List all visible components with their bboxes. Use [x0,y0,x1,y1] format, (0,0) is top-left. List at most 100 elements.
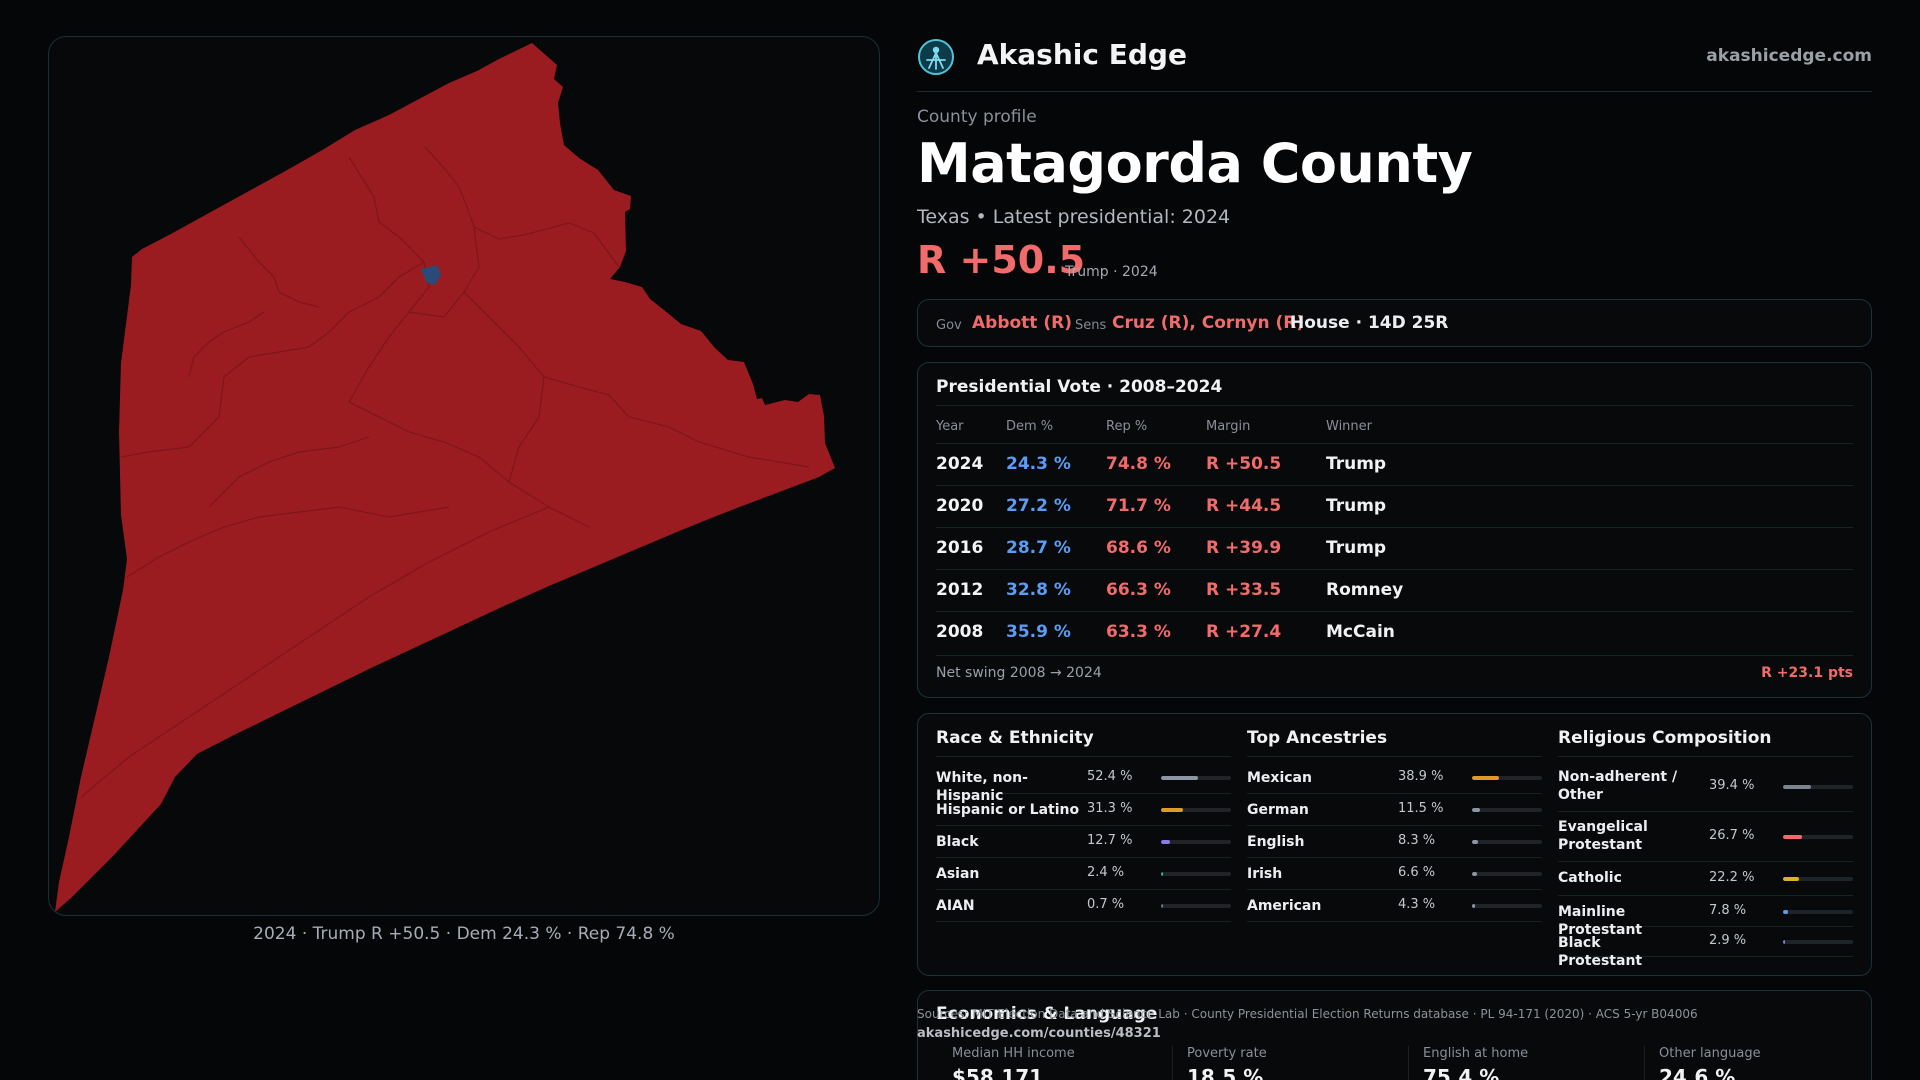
brand-name[interactable]: Akashic Edge [977,38,1187,71]
demographic-bar-fill [1783,835,1802,839]
demographic-percent: 6.6 % [1398,865,1436,880]
winner-cell: Trump [1326,442,1853,485]
stat-label: Median HH income [952,1046,1075,1061]
demographic-name: American [1247,898,1322,914]
senators-value: Cruz (R), Cornyn (R) [1112,313,1305,333]
demographic-name: Catholic [1558,870,1622,886]
brand-url-link[interactable]: akashicedge.com [1706,46,1872,66]
demographic-row: White, non-Hispanic 52.4 % [936,762,1231,804]
stat-english-at-home: English at home 75.4 % [1408,1046,1628,1080]
demographic-bar-fill [1161,776,1198,780]
dem-pct-cell: 27.2 % [1006,484,1106,527]
winner-cell: Trump [1326,526,1853,569]
dem-pct-cell: 28.7 % [1006,526,1106,569]
winner-cell: McCain [1326,610,1853,653]
column-header: Winner [1326,419,1373,435]
demographic-percent: 26.7 % [1709,828,1755,843]
demographic-row: Mainline Protestant 7.8 % [1558,896,1853,938]
stat-poverty-rate: Poverty rate 18.5 % [1172,1046,1392,1080]
county-map[interactable] [49,37,880,916]
demographic-name: Black [936,834,979,850]
table-row: 2008 35.9 % 63.3 % R +27.4 McCain [936,610,1853,653]
demographic-name: Irish [1247,866,1283,882]
demographic-bar-fill [1472,840,1478,844]
demographic-percent: 22.2 % [1709,870,1755,885]
demographic-row: Black 12.7 % [936,826,1231,858]
rep-pct-cell: 74.8 % [1106,442,1206,485]
demographic-bar-track [1161,840,1231,844]
demographic-name: Hispanic or Latino [936,802,1080,818]
demographic-percent: 52.4 % [1087,769,1133,784]
source-text: Sources: MIT Election Data and Science L… [917,1007,1698,1021]
stat-median-income: Median HH income $58,171 [936,1046,1156,1080]
stat-label: English at home [1423,1046,1529,1061]
demographic-percent: 31.3 % [1087,801,1133,816]
demographic-row: English 8.3 % [1247,826,1542,858]
demographic-bar-track [1161,808,1231,812]
demographic-percent: 2.9 % [1709,933,1747,948]
source-url-link[interactable]: akashicedge.com/counties/48321 [917,1026,1161,1041]
margin-cell: R +44.5 [1206,484,1326,527]
stat-label: Other language [1659,1046,1761,1061]
demographic-name: White, non-Hispanic [936,770,1028,804]
county-shape[interactable] [55,43,835,912]
margin-cell: R +27.4 [1206,610,1326,653]
rep-pct-cell: 66.3 % [1106,568,1206,611]
demographic-bar-track [1472,808,1542,812]
year-cell: 2020 [936,484,1006,527]
county-map-panel[interactable] [48,36,880,916]
year-cell: 2008 [936,610,1006,653]
demographic-row: Non-adherent / Other 39.4 % [1558,762,1853,812]
demographic-bar-track [1783,940,1853,944]
demographic-bar-track [1161,776,1231,780]
year-cell: 2024 [936,442,1006,485]
house-delegation: House · 14D 25R [1290,313,1449,333]
demographic-row: German 11.5 % [1247,794,1542,826]
demographic-percent: 0.7 % [1087,897,1125,912]
demographic-row: Hispanic or Latino 31.3 % [936,794,1231,826]
rep-pct-cell: 71.7 % [1106,484,1206,527]
dem-pct-cell: 35.9 % [1006,610,1106,653]
stat-other-language: Other language 24.6 % [1644,1046,1864,1080]
officials-strip: Gov Abbott (R) Sens Cruz (R), Cornyn (R)… [917,299,1872,347]
presidential-vote-card: Presidential Vote · 2008–2024 Year Dem %… [917,362,1872,698]
demographic-row: AIAN 0.7 % [936,890,1231,922]
demographic-bar-fill [1472,808,1481,812]
brand-header: Akashic Edge akashicedge.com [917,28,1872,92]
demographic-percent: 38.9 % [1398,769,1444,784]
rep-pct-cell: 63.3 % [1106,610,1206,653]
demographic-bar-track [1161,904,1231,908]
source-note: Sources: MIT Election Data and Science L… [917,1004,1698,1044]
demographic-bar-track [1472,904,1542,908]
column-header: Rep % [1106,419,1148,435]
demographic-row: Evangelical Protestant 26.7 % [1558,812,1853,862]
demographic-percent: 7.8 % [1709,902,1747,918]
demographic-bar-track [1783,909,1853,914]
margin-cell: R +39.9 [1206,526,1326,569]
demographic-name: Mainline Protestant [1558,904,1643,938]
demographic-bar-fill [1472,904,1475,908]
table-row: 2016 28.7 % 68.6 % R +39.9 Trump [936,526,1853,569]
demographic-percent: 12.7 % [1087,833,1133,848]
stat-value: $58,171 [952,1065,1044,1080]
presidential-vote-title: Presidential Vote · 2008–2024 [936,377,1223,397]
governor-value: Abbott (R) [972,313,1072,333]
demographic-bar-fill [1783,940,1786,944]
dem-precinct[interactable] [421,265,441,285]
demographic-bar-fill [1161,808,1183,812]
economics-card: Economics & Language Median HH income $5… [917,990,1872,1080]
demographic-bar-fill [1472,872,1477,876]
stat-label: Poverty rate [1187,1046,1267,1061]
demographic-bar-fill [1783,785,1811,789]
winner-cell: Trump [1326,484,1853,527]
demographic-row: Irish 6.6 % [1247,858,1542,890]
compass-logo-icon[interactable] [917,38,955,76]
demographic-bar-track [1783,835,1853,839]
column-header: Margin [1206,419,1251,435]
table-row: 2012 32.8 % 66.3 % R +33.5 Romney [936,568,1853,611]
stat-value: 18.5 % [1187,1065,1264,1080]
page-eyebrow: County profile [917,107,1037,127]
demographic-name: Mexican [1247,770,1312,786]
demographic-bar-fill [1161,904,1163,908]
demographic-name: Asian [936,866,980,882]
